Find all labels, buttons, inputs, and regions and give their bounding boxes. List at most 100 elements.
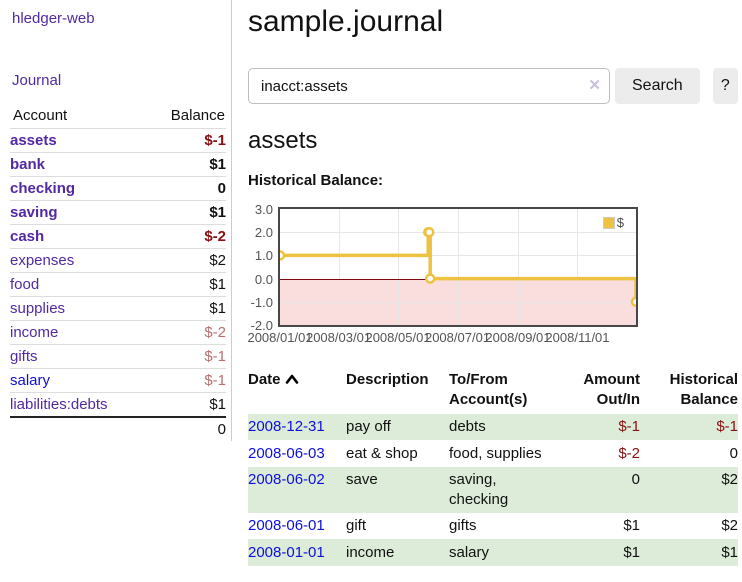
- account-balance: $1: [145, 152, 226, 177]
- account-link[interactable]: salary: [10, 372, 51, 389]
- transaction-balance: 0: [729, 444, 738, 462]
- account-row: cash $-2: [10, 224, 226, 249]
- account-link[interactable]: supplies: [10, 300, 66, 317]
- transaction-amount: $1: [623, 543, 640, 561]
- transaction-amount: $-2: [618, 444, 640, 462]
- account-link[interactable]: saving: [10, 204, 58, 221]
- ylabel: 1.0: [254, 248, 273, 264]
- transaction-date-link[interactable]: 2008-01-01: [248, 543, 325, 561]
- brand-link[interactable]: hledger-web: [12, 10, 95, 27]
- register-row: 2008-06-01 gift gifts $1 $2: [248, 513, 738, 540]
- total-row: 0: [10, 416, 226, 441]
- account-row: supplies $1: [10, 296, 226, 321]
- xlabel: 2008/01/01: [247, 330, 313, 345]
- account-row: saving $1: [10, 200, 226, 225]
- search-button[interactable]: Search: [615, 68, 700, 104]
- help-button[interactable]: ?: [712, 68, 738, 104]
- x-axis-labels: 2008/01/01 2008/03/01 2008/05/01 2008/07/01…: [247, 327, 642, 345]
- search-bar: ✕ Search ?: [248, 68, 738, 104]
- account-balance: $-1: [145, 344, 226, 369]
- account-row: salary $-1: [10, 368, 226, 393]
- account-column-header: Account: [10, 104, 146, 129]
- transaction-date-link[interactable]: 2008-06-01: [248, 517, 325, 534]
- account-link[interactable]: expenses: [10, 252, 75, 269]
- account-link[interactable]: checking: [10, 180, 76, 197]
- ylabel: 2.0: [254, 225, 273, 241]
- xlabel: 2008/05/01: [365, 330, 431, 345]
- description-column-header: Description: [346, 371, 429, 388]
- data-point: [630, 296, 636, 308]
- transaction-accounts: debts: [449, 418, 486, 435]
- transaction-accounts: gifts: [449, 517, 477, 534]
- account-balance: $1: [145, 296, 226, 321]
- xlabel: 2008/09/01: [485, 330, 551, 345]
- account-link[interactable]: assets: [10, 132, 57, 149]
- transaction-accounts: saving, checking: [449, 471, 509, 508]
- account-row: liabilities:debts $1: [10, 392, 226, 418]
- account-title: assets: [248, 127, 318, 154]
- account-row: bank $1: [10, 152, 226, 177]
- balance-column-header: Historical Balance: [669, 371, 738, 409]
- register-row: 2008-12-31 pay off debts $-1 $-1: [248, 413, 738, 440]
- account-balance: $-1: [145, 128, 226, 153]
- transaction-date-link[interactable]: 2008-12-31: [248, 418, 325, 435]
- vgrid: [458, 209, 459, 325]
- account-link[interactable]: cash: [10, 228, 45, 245]
- account-link[interactable]: income: [10, 324, 59, 341]
- data-point: [280, 250, 286, 261]
- balance-column-header: Balance: [145, 104, 226, 129]
- accounts-column-header: To/From Account(s): [449, 371, 528, 409]
- transaction-date-link[interactable]: 2008-06-03: [248, 444, 325, 462]
- data-point: [424, 273, 436, 284]
- legend-label: $: [616, 215, 624, 230]
- transaction-balance: $1: [721, 543, 738, 561]
- account-row: checking 0: [10, 176, 226, 201]
- account-link[interactable]: bank: [10, 156, 46, 173]
- search-input-wrap: ✕: [248, 68, 610, 104]
- main-content: sample.journal ✕ Search ? assets Histori…: [233, 0, 742, 566]
- account-balance: $-1: [145, 368, 226, 393]
- vgrid: [518, 209, 519, 325]
- ylabel: -1.0: [250, 294, 273, 310]
- account-link[interactable]: food: [10, 276, 40, 293]
- account-link[interactable]: gifts: [10, 348, 38, 365]
- legend-swatch: [602, 216, 615, 229]
- transaction-accounts: salary: [449, 543, 490, 561]
- balance-chart: 3.0 2.0 1.0 0.0 -1.0 -2.0 $: [248, 203, 738, 332]
- register-table: Date Description To/From Account(s) Amou…: [248, 367, 738, 566]
- account-row: assets $-1: [10, 128, 226, 153]
- register-row: 2008-01-01 income salary $1 $1: [248, 539, 738, 566]
- page-title: sample.journal: [248, 5, 444, 38]
- account-row: food $1: [10, 272, 226, 297]
- account-row: gifts $-1: [10, 344, 226, 369]
- transaction-description: gift: [346, 517, 367, 534]
- xlabel: 2008/07/01: [424, 330, 491, 345]
- transaction-date-link[interactable]: 2008-06-02: [248, 471, 325, 488]
- account-balance: $-2: [145, 224, 226, 249]
- total-balance: 0: [145, 416, 226, 441]
- transaction-accounts: food, supplies: [449, 444, 542, 462]
- data-point: [423, 226, 435, 238]
- account-balance: $1: [145, 392, 226, 418]
- historical-balance-label: Historical Balance:: [248, 172, 384, 189]
- y-axis-labels: 3.0 2.0 1.0 0.0 -1.0 -2.0: [248, 203, 278, 332]
- search-input[interactable]: [248, 68, 610, 104]
- xlabel: 2008/03/01: [305, 330, 372, 345]
- sidebar: hledger-web Journal Account Balance asse…: [0, 0, 232, 441]
- date-column-header[interactable]: Date: [248, 367, 346, 414]
- xlabel: 2008/11/01: [545, 330, 610, 345]
- sidebar-item-journal[interactable]: Journal: [12, 72, 62, 89]
- transaction-balance: $2: [721, 471, 738, 488]
- clear-search-icon[interactable]: ✕: [588, 77, 601, 94]
- ylabel: 3.0: [254, 202, 273, 217]
- register-row: 2008-06-02 save saving, checking 0 $2: [248, 466, 738, 513]
- transaction-amount: $1: [623, 517, 640, 534]
- balance-series-line: [280, 226, 636, 308]
- account-link[interactable]: liabilities:debts: [10, 396, 108, 413]
- transaction-description: eat & shop: [346, 444, 418, 462]
- account-balance: $1: [145, 200, 226, 225]
- plot-area: $: [278, 207, 638, 327]
- transaction-balance: $-1: [716, 418, 738, 435]
- ylabel: 0.0: [254, 271, 273, 287]
- vgrid: [577, 209, 578, 325]
